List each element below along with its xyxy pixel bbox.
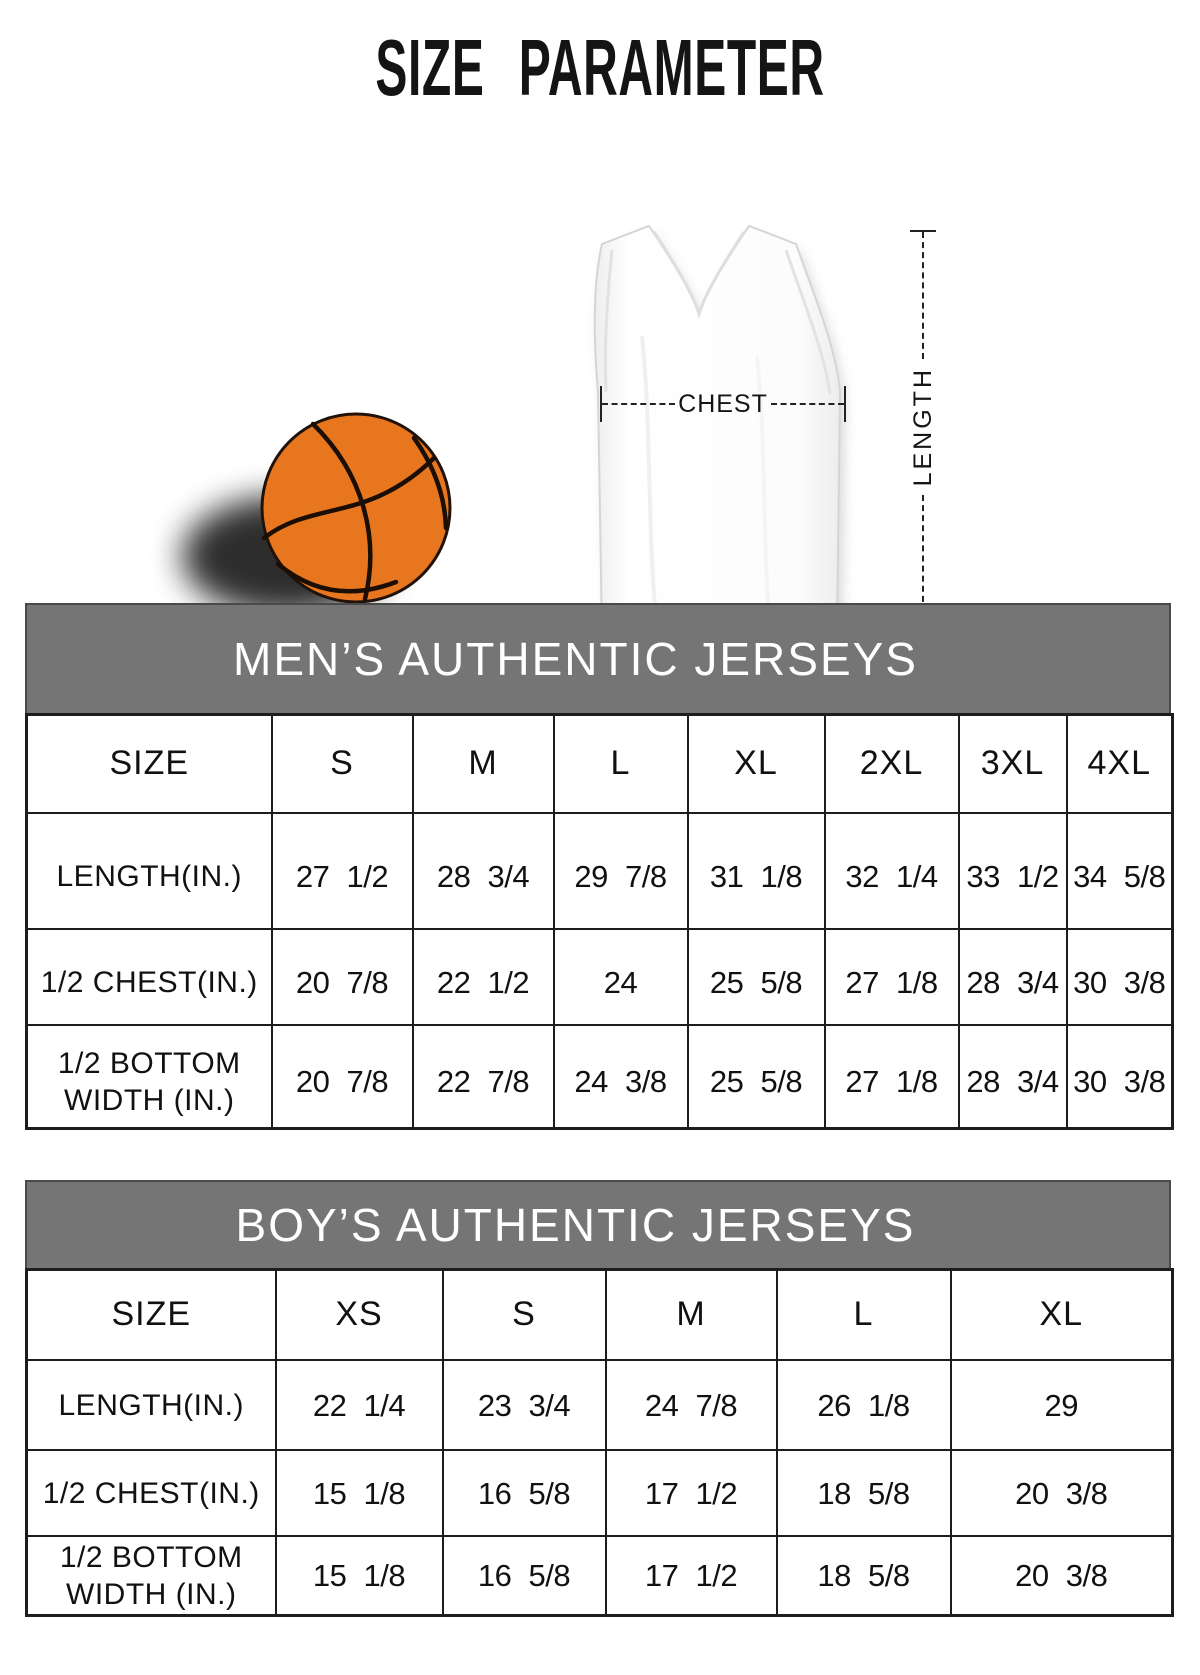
- row-label: 1/2 BOTTOM WIDTH (IN.): [25, 1534, 277, 1616]
- boys-chest-row: 1/2 CHEST(IN.) 15 1/8 16 5/8 17 1/2 18 5…: [25, 1448, 1174, 1537]
- cell-value: 17 1/2: [604, 1534, 778, 1616]
- cell-value: 32 1/4: [823, 811, 960, 930]
- mens-size-table-section: MEN’S AUTHENTIC JERSEYS SIZE S M L XL 2X…: [25, 603, 1174, 1130]
- basketball-icon: [182, 412, 452, 616]
- boys-length-row: LENGTH(IN.) 22 1/4 23 3/4 24 7/8 26 1/8 …: [25, 1358, 1174, 1451]
- mens-chest-row: 1/2 CHEST(IN.) 20 7/8 22 1/2 24 25 5/8 2…: [25, 927, 1174, 1026]
- mens-size-col-4xl: 4XL: [1065, 713, 1174, 814]
- boys-size-col-xs: XS: [274, 1268, 444, 1361]
- row-label: LENGTH(IN.): [25, 1358, 277, 1451]
- boys-table-title: BOY’S AUTHENTIC JERSEYS: [235, 1199, 916, 1251]
- cell-value: 20 3/8: [949, 1448, 1174, 1537]
- mens-size-header-row: SIZE S M L XL 2XL 3XL 4XL: [25, 713, 1174, 814]
- page-title: SIZE PARAMETER: [375, 23, 825, 112]
- cell-value: 24: [552, 927, 689, 1026]
- cell-value: 22 1/2: [411, 927, 555, 1026]
- cell-value: 27 1/8: [823, 1023, 960, 1130]
- cell-value: 29: [949, 1358, 1174, 1451]
- boys-size-header-row: SIZE XS S M L XL: [25, 1268, 1174, 1361]
- chest-tick-left: [600, 386, 602, 422]
- cell-value: 20 3/8: [949, 1534, 1174, 1616]
- cell-value: 24 3/8: [552, 1023, 689, 1130]
- mens-size-col-m: M: [411, 713, 555, 814]
- boys-size-col-s: S: [441, 1268, 607, 1361]
- row-label: 1/2 CHEST(IN.): [25, 1448, 277, 1537]
- row-label: LENGTH(IN.): [25, 811, 273, 930]
- cell-value: 28 3/4: [411, 811, 555, 930]
- boys-size-col-l: L: [775, 1268, 952, 1361]
- mens-table-title-band: MEN’S AUTHENTIC JERSEYS: [25, 603, 1171, 713]
- length-dash-top: [922, 232, 924, 360]
- cell-value: 31 1/8: [686, 811, 826, 930]
- cell-value: 28 3/4: [957, 927, 1068, 1026]
- length-tick-top: [910, 230, 936, 232]
- boys-size-table-section: BOY’S AUTHENTIC JERSEYS SIZE XS S M L XL…: [25, 1180, 1174, 1617]
- cell-value: 20 7/8: [270, 1023, 414, 1130]
- length-label: LENGTH: [908, 367, 937, 487]
- cell-value: 27 1/8: [823, 927, 960, 1026]
- length-measure-line: LENGTH: [903, 230, 943, 622]
- boys-table-title-band: BOY’S AUTHENTIC JERSEYS: [25, 1180, 1171, 1268]
- cell-value: 30 3/8: [1065, 927, 1174, 1026]
- boys-size-corner-header: SIZE: [25, 1268, 277, 1361]
- cell-value: 30 3/8: [1065, 1023, 1174, 1130]
- chest-label: CHEST: [678, 389, 768, 418]
- chest-measure-line: CHEST: [600, 386, 847, 422]
- boys-size-col-xl: XL: [949, 1268, 1174, 1361]
- cell-value: 29 7/8: [552, 811, 689, 930]
- mens-bottom-width-row: 1/2 BOTTOM WIDTH (IN.) 20 7/8 22 7/8 24 …: [25, 1023, 1174, 1130]
- jersey-icon: [593, 224, 845, 659]
- mens-table-title: MEN’S AUTHENTIC JERSEYS: [233, 633, 918, 685]
- mens-size-col-l: L: [552, 713, 689, 814]
- cell-value: 24 7/8: [604, 1358, 778, 1451]
- cell-value: 16 5/8: [441, 1534, 607, 1616]
- boys-size-table: SIZE XS S M L XL LENGTH(IN.) 22 1/4 23 3…: [25, 1268, 1174, 1617]
- cell-value: 17 1/2: [604, 1448, 778, 1537]
- cell-value: 22 1/4: [274, 1358, 444, 1451]
- mens-size-col-3xl: 3XL: [957, 713, 1068, 814]
- cell-value: 27 1/2: [270, 811, 414, 930]
- mens-size-corner-header: SIZE: [25, 713, 273, 814]
- mens-size-col-xl: XL: [686, 713, 826, 814]
- chest-dash-right: [770, 403, 845, 405]
- cell-value: 18 5/8: [775, 1534, 952, 1616]
- boys-size-col-m: M: [604, 1268, 778, 1361]
- mens-length-row: LENGTH(IN.) 27 1/2 28 3/4 29 7/8 31 1/8 …: [25, 811, 1174, 930]
- mens-size-table: SIZE S M L XL 2XL 3XL 4XL LENGTH(IN.) 27…: [25, 713, 1174, 1130]
- cell-value: 25 5/8: [686, 1023, 826, 1130]
- cell-value: 22 7/8: [411, 1023, 555, 1130]
- cell-value: 16 5/8: [441, 1448, 607, 1537]
- mens-size-col-2xl: 2XL: [823, 713, 960, 814]
- cell-value: 15 1/8: [274, 1448, 444, 1537]
- cell-value: 34 5/8: [1065, 811, 1174, 930]
- cell-value: 15 1/8: [274, 1534, 444, 1616]
- chest-tick-right: [844, 386, 847, 422]
- cell-value: 28 3/4: [957, 1023, 1068, 1130]
- chest-dash-left: [602, 403, 676, 405]
- measurement-illustration: CHEST LENGTH: [0, 100, 1200, 659]
- cell-value: 33 1/2: [957, 811, 1068, 930]
- row-label: 1/2 CHEST(IN.): [25, 927, 273, 1026]
- cell-value: 25 5/8: [686, 927, 826, 1026]
- cell-value: 18 5/8: [775, 1448, 952, 1537]
- cell-value: 20 7/8: [270, 927, 414, 1026]
- row-label: 1/2 BOTTOM WIDTH (IN.): [25, 1023, 273, 1130]
- boys-bottom-width-row: 1/2 BOTTOM WIDTH (IN.) 15 1/8 16 5/8 17 …: [25, 1534, 1174, 1616]
- mens-size-col-s: S: [270, 713, 414, 814]
- cell-value: 23 3/4: [441, 1358, 607, 1451]
- length-dash-bottom: [922, 494, 924, 622]
- cell-value: 26 1/8: [775, 1358, 952, 1451]
